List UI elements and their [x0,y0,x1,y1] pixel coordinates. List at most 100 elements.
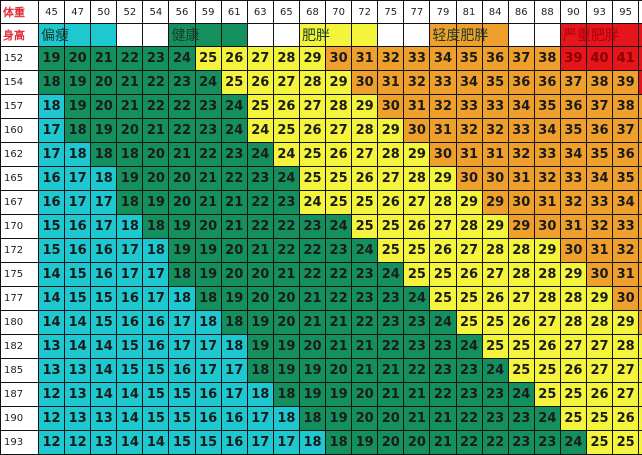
bmi-cell: 20 [169,191,195,214]
bmi-cell: 26 [404,215,430,238]
bmi-cell: 15 [143,359,169,382]
bmi-cell: 22 [456,431,482,454]
bmi-cell: 14 [65,335,91,358]
bmi-cell: 19 [352,431,378,454]
bmi-cell: 25 [560,407,586,430]
bmi-cell: 17 [65,191,91,214]
bmi-cell: 32 [404,71,430,94]
bmi-cell: 19 [65,95,91,118]
bmi-cell: 21 [117,71,143,94]
bmi-cell: 25 [456,287,482,310]
bmi-cell: 30 [352,71,378,94]
bmi-cell: 23 [378,287,404,310]
bmi-cell: 25 [378,239,404,262]
bmi-cell: 16 [91,239,117,262]
bmi-cell: 15 [169,431,195,454]
height-row-label: 193 [1,431,38,454]
bmi-cell: 29 [326,71,352,94]
bmi-cell: 35 [534,95,560,118]
bmi-cell: 21 [195,167,221,190]
bmi-cell: 20 [247,263,273,286]
height-row-label: 190 [1,407,38,430]
height-row-label: 175 [1,263,38,286]
bmi-cell: 16 [39,191,65,214]
bmi-cell: 23 [378,311,404,334]
bmi-cell: 22 [273,239,299,262]
bmi-cell: 15 [143,383,169,406]
weight-header: 77 [404,1,430,23]
bmi-cell: 19 [247,311,273,334]
bmi-cell: 18 [195,287,221,310]
bmi-cell: 37 [586,95,613,118]
weight-header: 72 [352,1,378,23]
bmi-cell: 20 [65,47,91,70]
height-row-label: 157 [1,95,38,118]
bmi-cell: 21 [430,407,456,430]
legend-cell [195,24,221,46]
bmi-cell: 31 [534,191,560,214]
legend-cell [247,24,273,46]
bmi-cell: 26 [613,407,639,430]
bmi-cell: 24 [273,143,299,166]
bmi-cell: 28 [352,119,378,142]
bmi-cell: 25 [456,311,482,334]
bmi-cell: 22 [299,239,326,262]
bmi-cell: 13 [65,359,91,382]
bmi-cell: 28 [378,143,404,166]
bmi-cell: 27 [482,263,508,286]
bmi-cell: 25 [534,359,560,382]
bmi-cell: 19 [39,47,65,70]
bmi-cell: 27 [247,47,273,70]
bmi-cell: 26 [273,95,299,118]
bmi-cell: 42 [639,47,642,70]
bmi-cell: 19 [117,167,143,190]
bmi-cell: 34 [534,119,560,142]
bmi-cell: 33 [508,119,534,142]
bmi-cell: 15 [195,431,221,454]
bmi-cell: 23 [352,263,378,286]
bmi-cell: 15 [169,407,195,430]
bmi-cell: 22 [456,407,482,430]
bmi-cell: 34 [613,191,639,214]
bmi-cell: 21 [221,215,247,238]
bmi-cell: 14 [39,263,65,286]
height-row-label: 152 [1,47,38,70]
bmi-cell: 26 [586,383,613,406]
bmi-cell: 25 [221,71,247,94]
bmi-cell: 37 [560,71,586,94]
bmi-cell: 28 [299,71,326,94]
bmi-cell: 25 [404,239,430,262]
bmi-cell: 17 [39,143,65,166]
bmi-cell: 23 [456,383,482,406]
bmi-cell: 26 [378,191,404,214]
bmi-cell: 19 [326,383,352,406]
bmi-cell: 22 [143,71,169,94]
weight-header: 54 [143,1,169,23]
bmi-cell: 22 [221,167,247,190]
bmi-cell: 21 [378,359,404,382]
bmi-cell: 26 [352,167,378,190]
height-corner-label: 身高 [1,24,38,46]
bmi-cell: 26 [508,311,534,334]
bmi-cell: 31 [508,167,534,190]
bmi-cell: 22 [326,287,352,310]
bmi-cell: 20 [247,287,273,310]
bmi-cell: 14 [65,311,91,334]
legend-label: 健康 [171,28,200,44]
bmi-cell: 14 [117,407,143,430]
height-row-label: 162 [1,143,38,166]
bmi-cell: 18 [169,263,195,286]
bmi-cell: 20 [378,407,404,430]
bmi-cell: 20 [91,95,117,118]
bmi-cell: 21 [169,143,195,166]
bmi-cell: 18 [326,431,352,454]
bmi-cell: 15 [39,215,65,238]
bmi-cell: 16 [91,263,117,286]
bmi-cell: 29 [586,287,613,310]
bmi-cell: 28 [639,359,642,382]
bmi-cell: 25 [560,383,586,406]
weight-header: 61 [221,1,247,23]
bmi-cell: 35 [456,47,482,70]
bmi-cell: 22 [326,263,352,286]
bmi-cell: 21 [195,191,221,214]
